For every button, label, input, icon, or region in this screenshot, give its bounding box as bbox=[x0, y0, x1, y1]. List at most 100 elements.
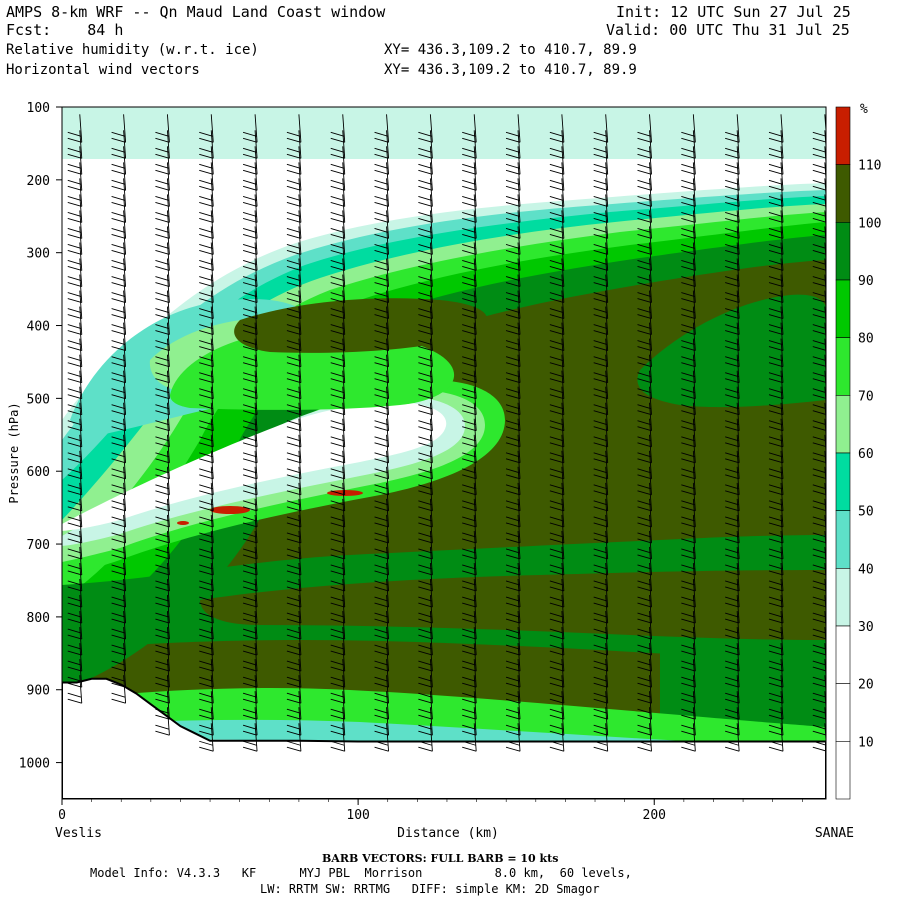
wind-barb bbox=[549, 402, 565, 432]
colorbar-swatch bbox=[835, 625, 851, 684]
wind-barb bbox=[768, 595, 784, 624]
wind-barb bbox=[549, 274, 565, 303]
xy-range-2: XY= 436.3,109.2 to 410.7, 89.9 bbox=[384, 62, 637, 78]
barb-note: BARB VECTORS: FULL BARB = 10 kts bbox=[322, 852, 559, 865]
wind-barb bbox=[199, 578, 214, 608]
wind-barb bbox=[462, 595, 477, 624]
wind-barb bbox=[374, 210, 390, 239]
wind-barb bbox=[681, 130, 696, 159]
wind-barb bbox=[637, 643, 652, 672]
wind-barb bbox=[242, 418, 258, 448]
wind-barb bbox=[418, 274, 433, 303]
wind-barb bbox=[681, 691, 696, 720]
wind-barb bbox=[637, 482, 652, 512]
wind-barb bbox=[155, 130, 170, 159]
barb-column bbox=[67, 114, 83, 704]
wind-barb bbox=[242, 130, 258, 159]
rh-right-pocket bbox=[637, 294, 826, 408]
x-tick-label: 0 bbox=[58, 808, 66, 823]
wind-barb bbox=[242, 306, 258, 336]
wind-barb bbox=[286, 274, 302, 303]
wind-barb bbox=[637, 514, 652, 544]
colorbar-swatch bbox=[835, 106, 851, 165]
wind-barb bbox=[155, 595, 170, 624]
colorbar: 110 100 90 80 70 60 50 40 30 20 10 bbox=[835, 106, 881, 800]
wind-barb bbox=[286, 643, 302, 672]
wind-barb bbox=[462, 450, 477, 480]
wind-barb bbox=[637, 130, 652, 159]
wind-barb bbox=[593, 546, 609, 576]
barb-column bbox=[681, 114, 696, 752]
wind-barb bbox=[330, 514, 346, 544]
barb-column bbox=[155, 114, 170, 736]
wind-barb bbox=[725, 707, 740, 736]
xy-range-1: XY= 436.3,109.2 to 410.7, 89.9 bbox=[384, 42, 637, 58]
wind-barb bbox=[242, 691, 258, 720]
wind-barb bbox=[199, 691, 214, 720]
wind-barb bbox=[286, 562, 302, 592]
wind-barb bbox=[725, 418, 740, 448]
wind-barb bbox=[418, 482, 433, 512]
colorbar-swatch bbox=[835, 683, 851, 742]
wind-barb bbox=[286, 402, 302, 432]
wind-barb bbox=[549, 338, 565, 368]
wind-barb bbox=[286, 530, 302, 560]
barb-column bbox=[593, 114, 609, 752]
wind-barb bbox=[155, 707, 170, 736]
field-label-wind: Horizontal wind vectors bbox=[6, 62, 200, 78]
colorbar-swatch bbox=[835, 222, 851, 281]
wind-barb bbox=[155, 450, 170, 480]
wind-barb bbox=[637, 611, 652, 640]
wind-barb bbox=[505, 322, 521, 352]
wind-barb bbox=[111, 482, 127, 512]
wind-barb bbox=[286, 498, 302, 528]
wind-barb bbox=[286, 130, 302, 159]
wind-barb bbox=[286, 578, 302, 608]
wind-barb bbox=[242, 498, 258, 528]
wind-barb bbox=[768, 530, 784, 560]
wind-barb bbox=[374, 146, 390, 175]
wind-barb bbox=[593, 691, 609, 720]
wind-barb bbox=[681, 578, 696, 608]
wind-barb bbox=[462, 546, 477, 576]
wind-barb bbox=[330, 290, 346, 319]
wind-barb bbox=[286, 306, 302, 336]
wind-barb bbox=[199, 498, 214, 528]
wind-barb bbox=[242, 146, 258, 175]
wind-barb bbox=[111, 162, 127, 191]
wind-barb bbox=[67, 546, 83, 576]
wind-barb bbox=[768, 178, 784, 207]
wind-barb bbox=[637, 226, 652, 255]
wind-barb bbox=[418, 707, 433, 736]
wind-barb bbox=[725, 691, 740, 720]
wind-barb bbox=[67, 611, 83, 640]
wind-barb bbox=[199, 354, 214, 384]
wind-barb bbox=[111, 370, 127, 400]
wind-barb bbox=[637, 675, 652, 704]
wind-barb bbox=[549, 562, 565, 592]
wind-barb bbox=[374, 627, 390, 656]
wind-barb bbox=[111, 659, 127, 688]
wind-barb bbox=[549, 242, 565, 271]
wind-barb bbox=[505, 130, 521, 159]
wind-barb bbox=[330, 578, 346, 608]
wind-barb bbox=[199, 338, 214, 368]
wind-barb bbox=[67, 562, 83, 592]
wind-barb bbox=[505, 242, 521, 271]
wind-barb bbox=[768, 226, 784, 255]
wind-barb bbox=[549, 178, 565, 207]
wind-barb bbox=[681, 178, 696, 207]
wind-barb bbox=[768, 290, 784, 319]
wind-barb bbox=[637, 691, 652, 720]
wind-barb bbox=[505, 434, 521, 464]
wind-barb bbox=[199, 146, 214, 175]
wind-barb bbox=[462, 130, 477, 159]
wind-barb bbox=[242, 482, 258, 512]
wind-barb bbox=[418, 498, 433, 528]
wind-barb bbox=[286, 514, 302, 544]
wind-barb bbox=[330, 162, 346, 191]
wind-barb bbox=[155, 354, 170, 384]
wind-barb bbox=[155, 434, 170, 464]
wind-barb bbox=[374, 707, 390, 736]
wind-barb bbox=[593, 611, 609, 640]
